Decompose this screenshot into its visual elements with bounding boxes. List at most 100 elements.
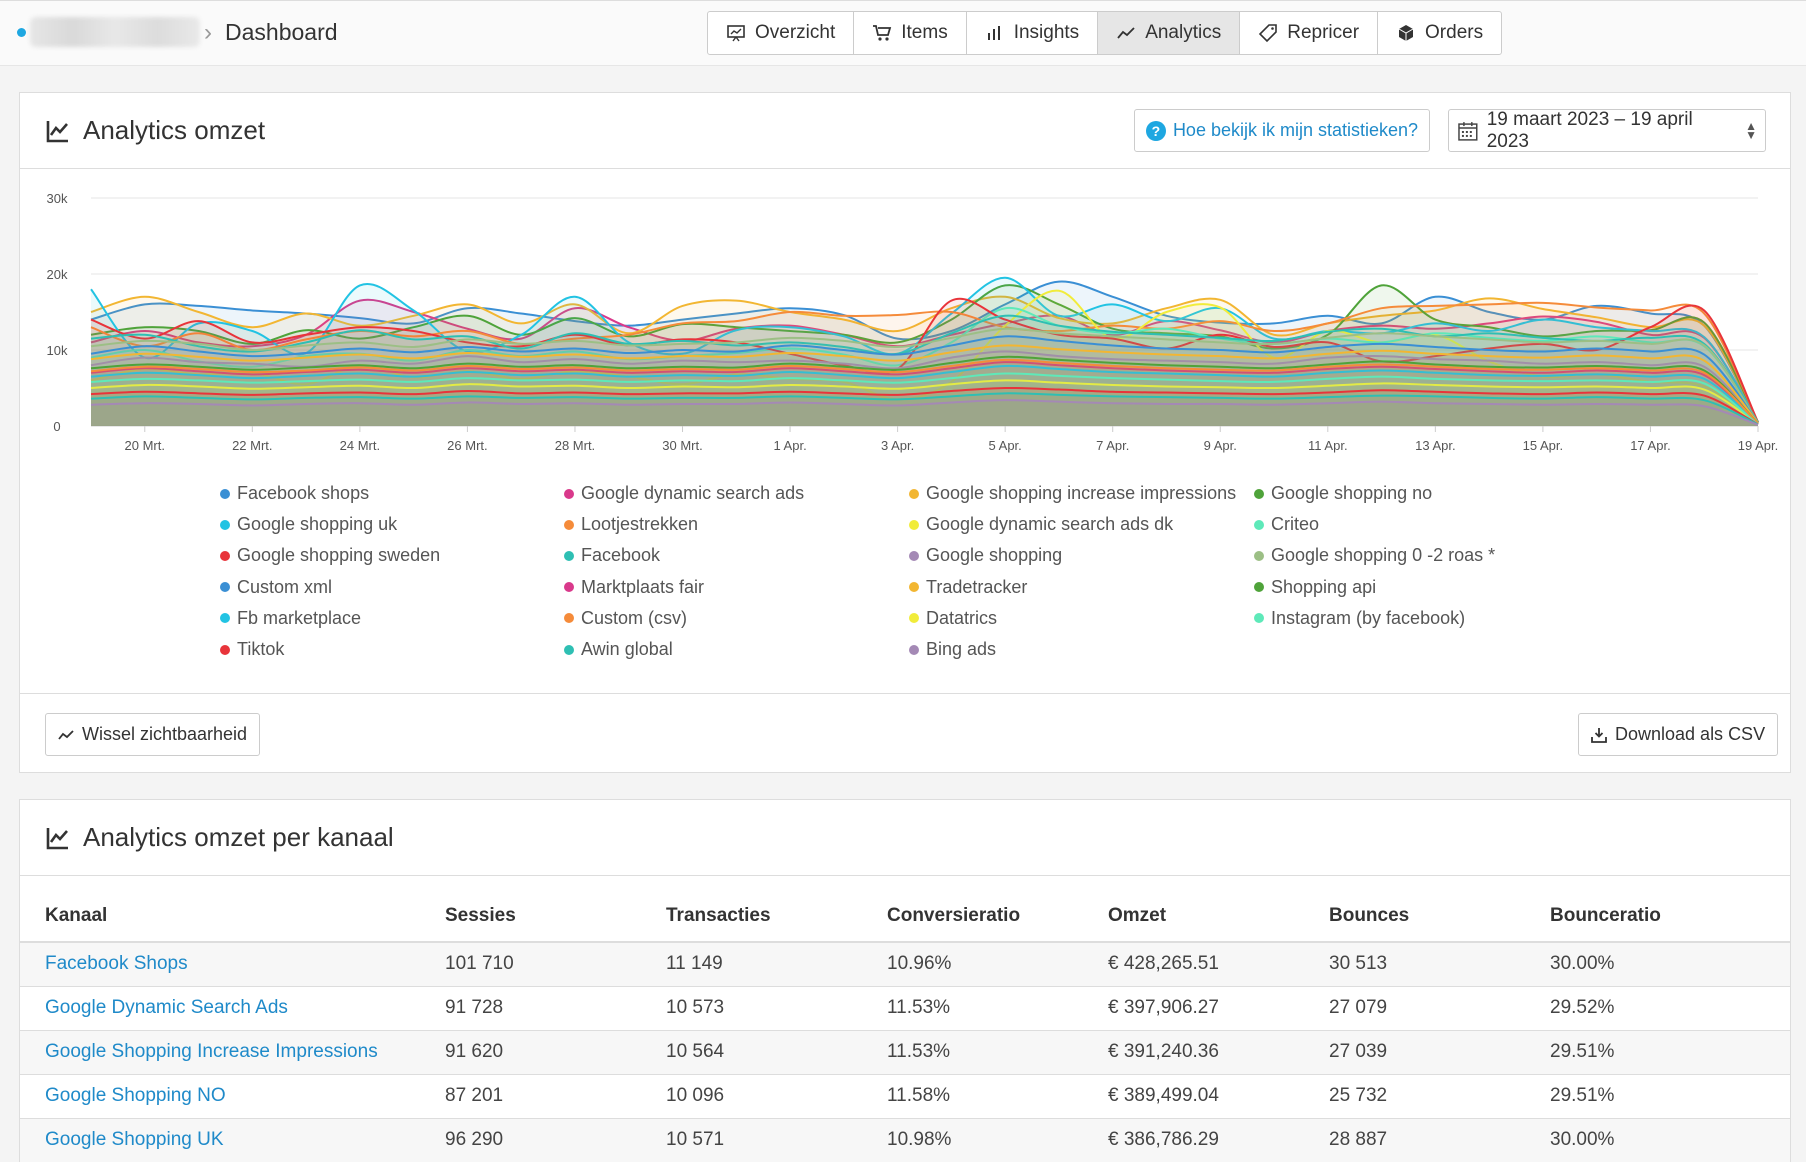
- panel-header: Analytics omzet ? Hoe bekijk ik mijn sta…: [20, 93, 1790, 169]
- series-area: [91, 277, 1758, 426]
- legend-swatch: [1254, 582, 1264, 593]
- main-nav: Overzicht Items Insights Analytics Repri…: [707, 11, 1503, 55]
- download-csv-button[interactable]: Download als CSV: [1578, 713, 1779, 756]
- channel-link[interactable]: Google Shopping UK: [45, 1129, 224, 1150]
- legend-swatch: [220, 582, 230, 593]
- legend-swatch: [1254, 519, 1264, 530]
- channel-link[interactable]: Google Shopping Increase Impressions: [45, 1041, 378, 1062]
- tab-orders[interactable]: Orders: [1378, 12, 1501, 54]
- panel-title: Analytics omzet: [45, 115, 265, 146]
- legend-item[interactable]: Marktplaats fair: [564, 577, 704, 598]
- channel-link[interactable]: Google Shopping NO: [45, 1085, 226, 1106]
- panel-title-text: Analytics omzet: [83, 115, 266, 145]
- column-header[interactable]: Sessies: [445, 876, 666, 943]
- panel-title: Analytics omzet per kanaal: [45, 822, 394, 853]
- question-icon: ?: [1145, 120, 1166, 141]
- legend-label: Bing ads: [926, 639, 997, 659]
- box-icon: [1398, 25, 1414, 41]
- download-icon: [1591, 727, 1607, 743]
- column-header[interactable]: Kanaal: [20, 876, 445, 943]
- legend-label: Facebook: [581, 545, 661, 566]
- panel-header: Analytics omzet per kanaal: [20, 800, 1790, 876]
- legend-item[interactable]: Tiktok: [220, 639, 284, 660]
- tab-repricer[interactable]: Repricer: [1240, 12, 1379, 54]
- date-range-picker[interactable]: 19 maart 2023 – 19 april 2023 ▲ ▼: [1448, 109, 1766, 152]
- legend-swatch: [909, 550, 919, 561]
- column-header[interactable]: Bounces: [1329, 876, 1550, 943]
- x-axis-ticks: 20 Mrt. 22 Mrt. 24 Mrt. 26 Mrt. 28 Mrt. 30 Mr…: [125, 426, 1778, 453]
- legend-item[interactable]: Google shopping no: [1254, 483, 1432, 504]
- help-stats-button[interactable]: ? Hoe bekijk ik mijn statistieken?: [1134, 109, 1430, 152]
- series-area: [91, 373, 1758, 426]
- legend-item[interactable]: Fb marketplace: [220, 608, 361, 629]
- analytics-revenue-panel: Analytics omzet ? Hoe bekijk ik mijn sta…: [19, 92, 1791, 773]
- table-cell: 11.53%: [887, 1030, 1108, 1075]
- legend-label: Custom (csv): [581, 607, 688, 628]
- column-header[interactable]: Conversieratio: [887, 876, 1108, 943]
- y-tick-label: 30k: [47, 191, 68, 206]
- x-tick-label: 3 Apr.: [881, 438, 914, 453]
- legend-swatch: [564, 644, 574, 655]
- series-area: [91, 400, 1758, 426]
- legend-item[interactable]: Lootjestrekken: [564, 514, 698, 535]
- y-axis-ticks: 0 10k 20k 30k: [47, 191, 68, 434]
- channel-link[interactable]: Google Dynamic Search Ads: [45, 997, 288, 1018]
- legend-item[interactable]: Tradetracker: [909, 577, 1027, 598]
- legend-item[interactable]: Google shopping uk: [220, 514, 397, 535]
- legend-swatch: [564, 613, 574, 624]
- legend-item[interactable]: Google dynamic search ads: [564, 483, 804, 504]
- table-cell: 10.98%: [887, 1118, 1108, 1162]
- column-header[interactable]: Omzet: [1108, 876, 1329, 943]
- legend-item[interactable]: Google shopping increase impressions: [909, 483, 1236, 504]
- legend-label: Custom xml: [237, 576, 333, 597]
- legend-item[interactable]: Custom xml: [220, 577, 332, 598]
- legend-item[interactable]: Google shopping sweden: [220, 545, 440, 566]
- legend-item[interactable]: Google shopping: [909, 545, 1062, 566]
- legend-swatch: [909, 644, 919, 655]
- breadcrumb-blurred-shop[interactable]: [30, 17, 200, 47]
- legend-item[interactable]: Custom (csv): [564, 608, 687, 629]
- legend-item[interactable]: Bing ads: [909, 639, 996, 660]
- legend-swatch: [220, 613, 230, 624]
- tab-items[interactable]: Items: [854, 12, 967, 54]
- series-line: [90, 372, 1759, 426]
- tab-analytics[interactable]: Analytics: [1098, 12, 1241, 54]
- channel-cell: Google Shopping UK: [20, 1118, 445, 1162]
- legend-item[interactable]: Google dynamic search ads dk: [909, 514, 1173, 535]
- table-cell: 91 728: [445, 986, 666, 1031]
- revenue-per-channel-panel: Analytics omzet per kanaal Kanaal Sessie…: [19, 799, 1791, 1162]
- legend-item[interactable]: Facebook shops: [220, 483, 369, 504]
- legend-swatch: [909, 582, 919, 593]
- column-header[interactable]: Bounceratio: [1550, 876, 1790, 943]
- x-tick-label: 30 Mrt.: [662, 438, 702, 453]
- legend-item[interactable]: Instagram (by facebook): [1254, 608, 1465, 629]
- legend-swatch: [909, 613, 919, 624]
- x-tick-label: 7 Apr.: [1096, 438, 1129, 453]
- legend-item[interactable]: Awin global: [564, 639, 673, 660]
- series-line: [90, 284, 1759, 423]
- legend-label: Tradetracker: [926, 576, 1028, 597]
- legend-item[interactable]: Facebook: [564, 545, 660, 566]
- legend-item[interactable]: Datatrics: [909, 608, 997, 629]
- table-cell: 29.51%: [1550, 1030, 1790, 1075]
- date-range-text: 19 maart 2023 – 19 april 2023: [1486, 108, 1693, 152]
- legend-swatch: [220, 550, 230, 561]
- x-tick-label: 5 Apr.: [989, 438, 1022, 453]
- tab-overzicht[interactable]: Overzicht: [708, 12, 855, 54]
- toggle-visibility-button[interactable]: Wissel zichtbaarheid: [45, 713, 261, 756]
- legend-item[interactable]: Shopping api: [1254, 577, 1376, 598]
- legend-item[interactable]: Google shopping 0 -2 roas *: [1254, 545, 1495, 566]
- table-header-row: Kanaal Sessies Transacties Conversierati…: [20, 876, 1790, 943]
- area-chart-icon: [46, 827, 68, 849]
- channel-table: Kanaal Sessies Transacties Conversierati…: [20, 876, 1790, 1162]
- channel-link[interactable]: Facebook Shops: [45, 953, 188, 975]
- tab-insights[interactable]: Insights: [967, 12, 1099, 54]
- trend-icon: [1117, 27, 1135, 39]
- table-cell: 10 571: [666, 1118, 887, 1162]
- page-title: Dashboard: [225, 19, 338, 45]
- column-header[interactable]: Transacties: [666, 876, 887, 943]
- x-tick-label: 15 Apr.: [1523, 438, 1563, 453]
- table-row: Facebook Shops 101 710 11 149 10.96% € 428,2…: [20, 942, 1790, 987]
- table-cell: € 391,240.36: [1108, 1030, 1329, 1075]
- legend-item[interactable]: Criteo: [1254, 514, 1319, 535]
